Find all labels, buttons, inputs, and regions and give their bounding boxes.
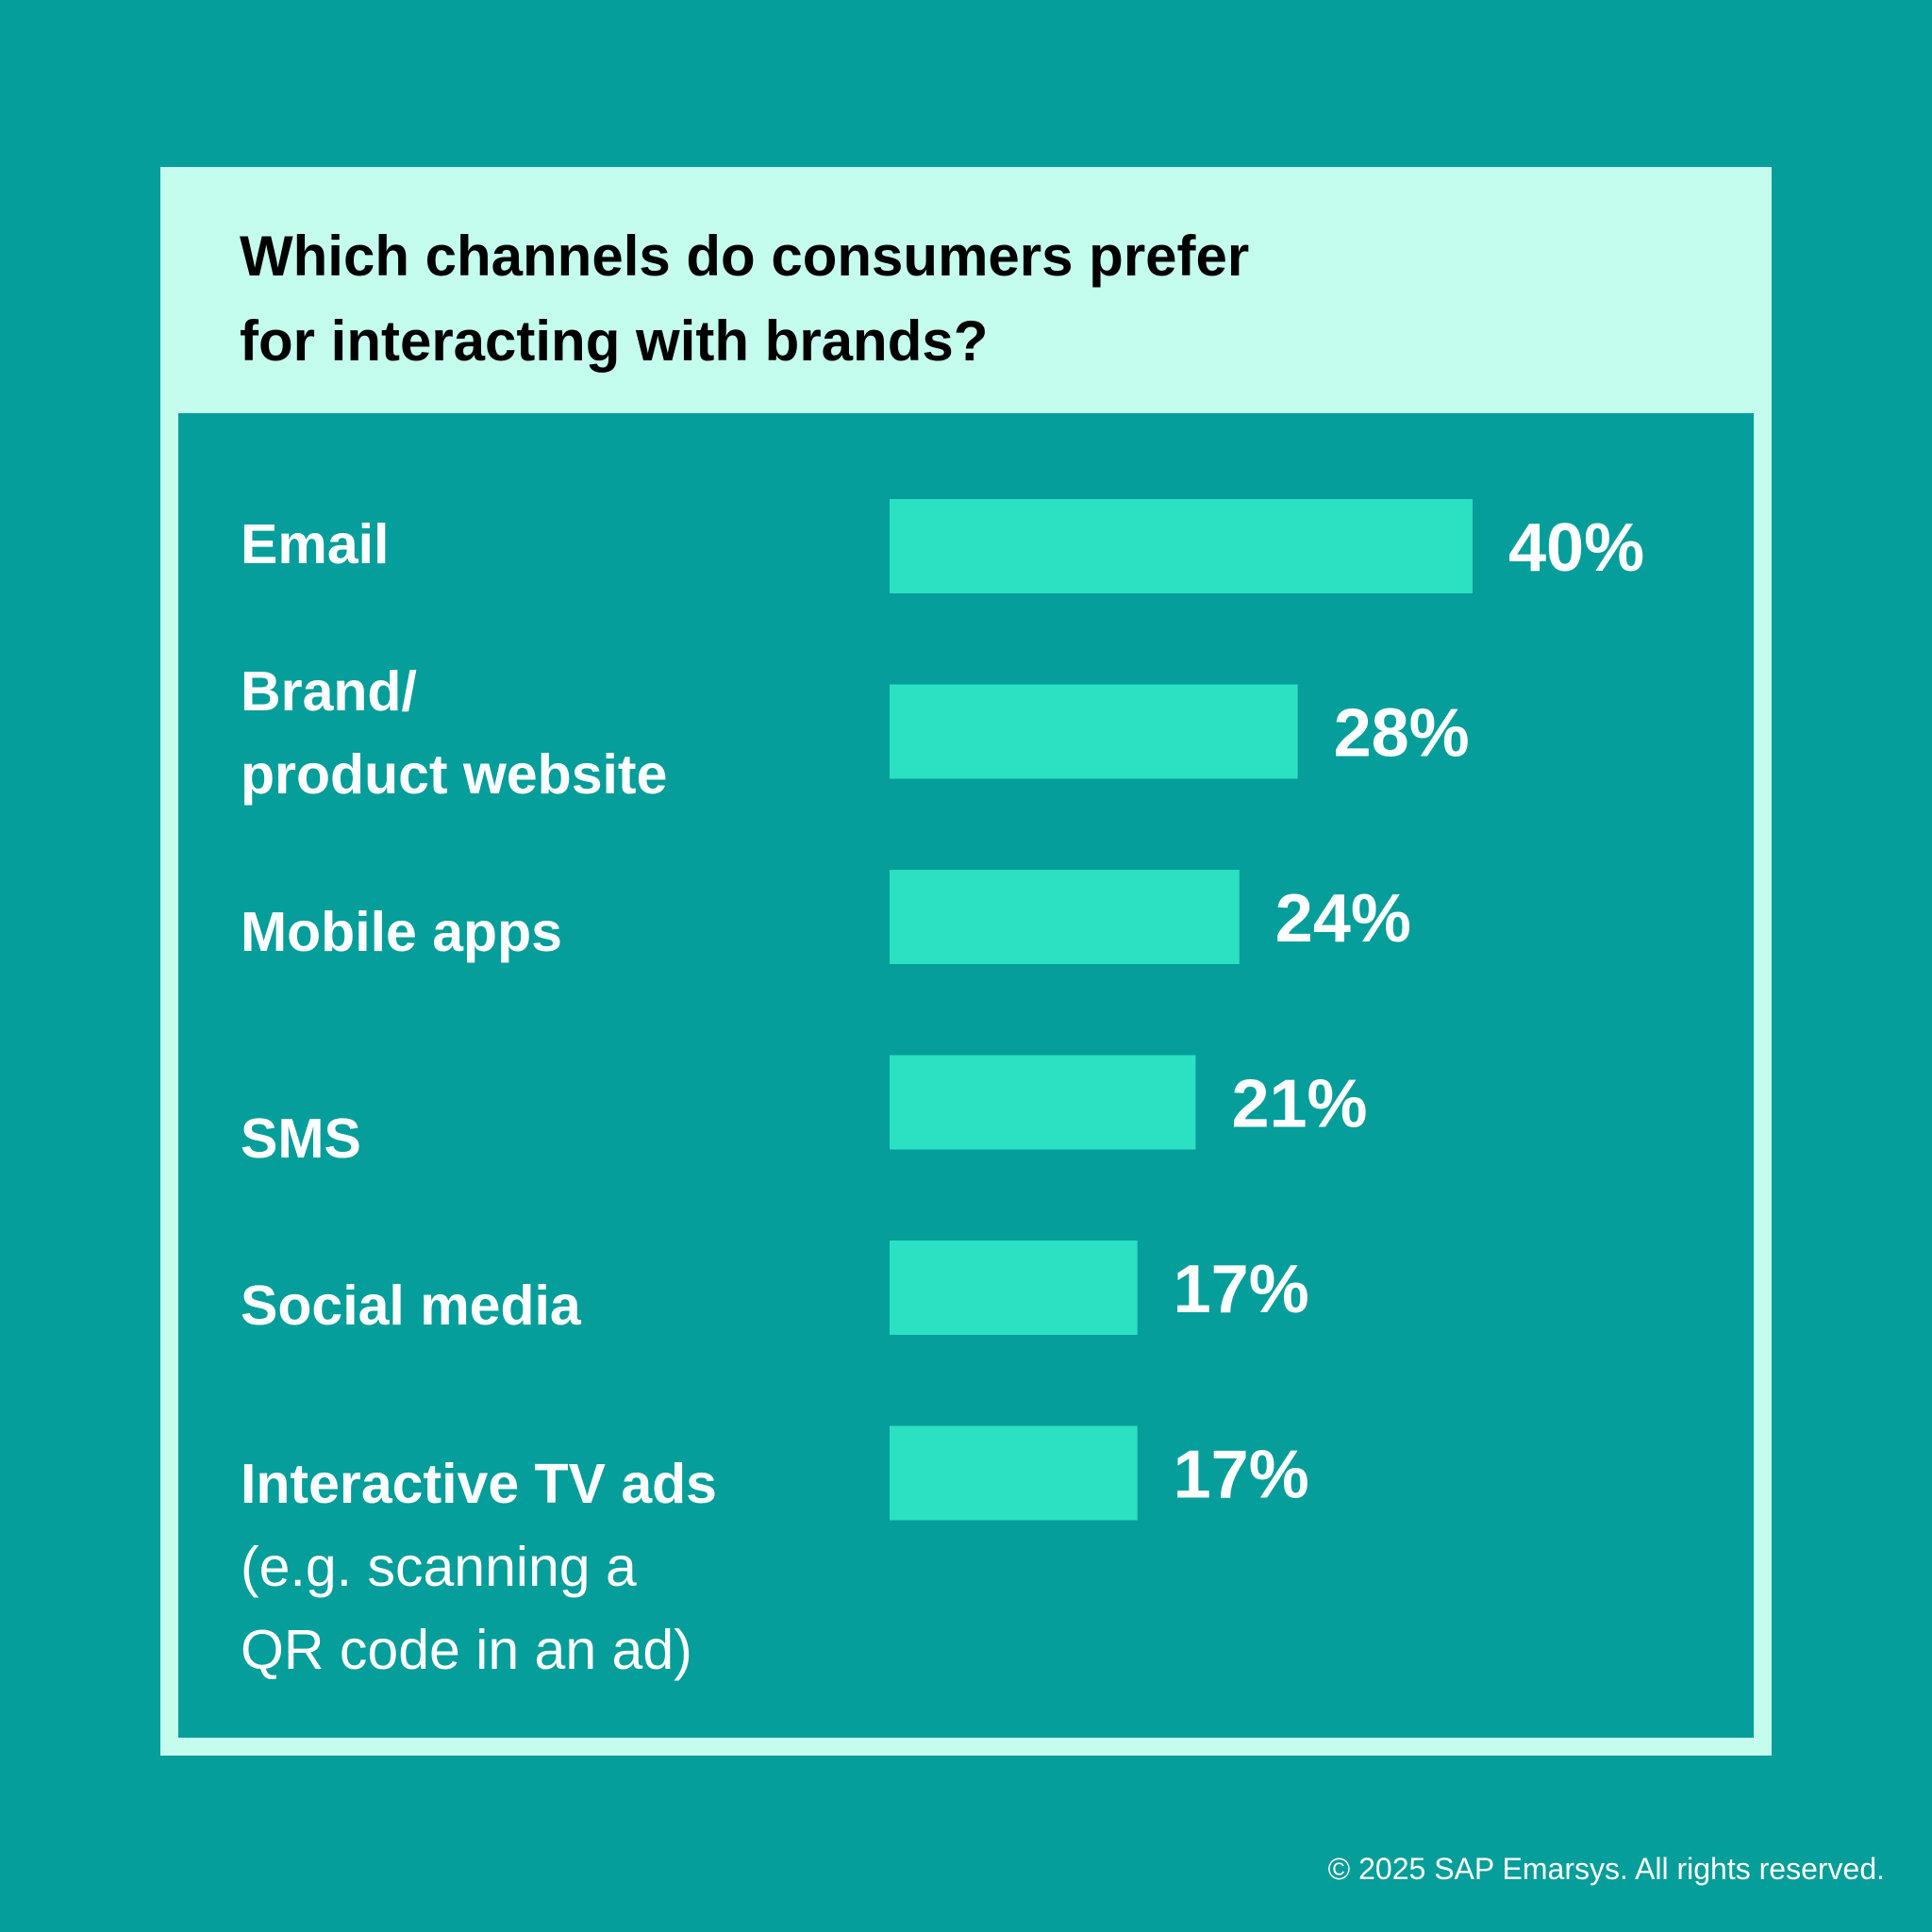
category-label-6-line-2: (e.g. scanning a	[241, 1536, 637, 1598]
category-label-5-line-1: Social media	[241, 1274, 582, 1337]
category-label-5: Social media	[241, 1274, 582, 1337]
category-label-6: Interactive TV ads (e.g. scanning a QR cod…	[241, 1453, 717, 1681]
category-label-4: SMS	[241, 1108, 361, 1170]
category-label-4-line-1: SMS	[241, 1108, 361, 1170]
value-label-3: 24%	[1275, 881, 1411, 957]
category-label-6-line-3: QR code in an ad)	[241, 1619, 692, 1681]
value-label-6: 17%	[1174, 1438, 1309, 1513]
category-label-2-line-1: Brand/	[241, 660, 417, 723]
category-label-3: Mobile apps	[241, 901, 562, 963]
category-label-3-line-1: Mobile apps	[241, 901, 562, 963]
chart-title-line-1: Which channels do consumers prefer	[240, 225, 1250, 288]
bar-3	[890, 870, 1240, 964]
category-label-2-line-2: product website	[241, 743, 667, 806]
category-label-2: Brand/product website	[241, 660, 667, 806]
value-label-5: 17%	[1174, 1252, 1309, 1327]
bar-2	[890, 684, 1298, 779]
category-label-1-line-1: Email	[241, 513, 389, 575]
chart-title-line-2: for interacting with brands?	[240, 309, 989, 373]
chart-card	[160, 167, 1772, 1756]
value-label-4: 21%	[1231, 1067, 1367, 1142]
category-label-1: Email	[241, 513, 389, 575]
category-label-6-line-1: Interactive TV ads	[241, 1453, 717, 1515]
bar-5	[890, 1241, 1138, 1335]
chart-title: Which channels do consumers prefer for i…	[240, 214, 1466, 384]
bar-1	[890, 499, 1473, 593]
copyright-footer: © 2025 SAP Emarsys. All rights reserved.	[1327, 1852, 1885, 1886]
bar-6	[890, 1425, 1138, 1521]
value-label-2: 28%	[1334, 696, 1470, 772]
value-label-1: 40%	[1508, 510, 1644, 586]
bar-4	[890, 1055, 1196, 1150]
chart-header: Which channels do consumers prefer for i…	[160, 167, 1772, 413]
